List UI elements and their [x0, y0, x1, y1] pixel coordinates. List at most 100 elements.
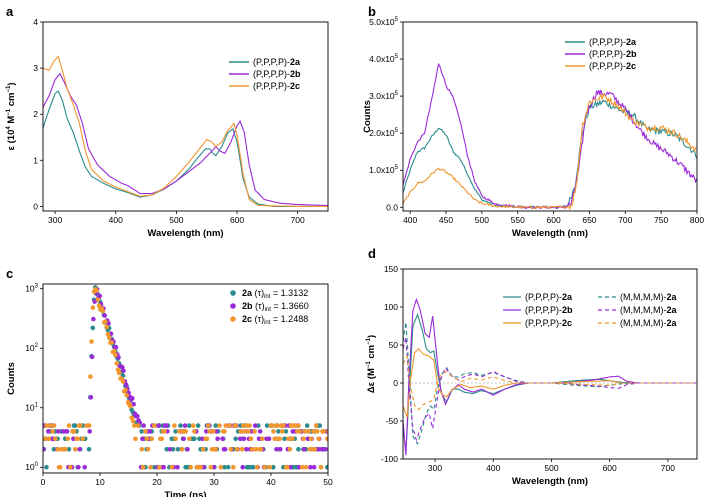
- data-point: [274, 447, 279, 452]
- y-tick-label: 1.0x105: [369, 165, 399, 175]
- data-point: [200, 436, 205, 442]
- data-point: [44, 423, 49, 428]
- data-point: [192, 436, 197, 442]
- data-point: [220, 436, 225, 442]
- legend-subscript: int: [264, 320, 271, 326]
- ylabel-superscript: −1: [366, 361, 372, 369]
- data-point: [266, 436, 272, 442]
- y-tick-label: 2.0x105: [369, 128, 399, 138]
- plot-area: [43, 285, 328, 470]
- data-point: [167, 447, 173, 452]
- x-tick-label: 700: [661, 463, 675, 473]
- legend-entry: (P,P,P,P)-2c: [589, 61, 636, 71]
- y-tick-label: 150: [384, 264, 398, 274]
- ylabel-text: cm: [6, 93, 17, 109]
- data-point: [215, 436, 220, 442]
- y-tick-label: -50: [386, 416, 399, 426]
- ylabel-text: Counts: [6, 362, 17, 395]
- data-point: [73, 447, 78, 452]
- data-point: [246, 429, 251, 434]
- data-point: [143, 429, 148, 434]
- ylabel-text: ): [6, 82, 17, 85]
- data-point: [251, 464, 256, 470]
- data-point: [89, 354, 95, 360]
- panel-label: a: [6, 4, 14, 19]
- data-point: [130, 396, 135, 401]
- data-point: [66, 423, 72, 428]
- x-axis-label: Wavelength (nm): [147, 228, 223, 239]
- ylabel-text: cm: [366, 345, 377, 361]
- legend-prefix: (P,P,P,P)-: [589, 61, 626, 71]
- ylabel-superscript: 4: [6, 126, 12, 130]
- data-point: [227, 423, 232, 428]
- legend-entry: (P,P,P,P)-2b: [525, 305, 573, 315]
- legend-marker: [230, 303, 236, 309]
- legend-paren: ): [262, 301, 265, 311]
- tick-mantissa: 2.0x10: [369, 128, 395, 138]
- y-axis-label: ε (104 M−1 cm−1): [6, 82, 17, 150]
- data-point: [156, 423, 161, 428]
- data-point: [204, 436, 210, 442]
- y-tick-label: 103: [25, 284, 38, 294]
- ylabel-superscript: −1: [6, 85, 12, 93]
- data-point: [302, 429, 308, 434]
- data-point: [205, 423, 211, 428]
- data-point: [259, 436, 265, 442]
- y-tick-label: 4: [33, 17, 38, 27]
- legend-compound: 2a: [666, 318, 677, 328]
- ylabel-text: ε (10: [6, 130, 17, 151]
- tick-exponent: 5: [395, 165, 399, 171]
- data-point: [254, 464, 260, 470]
- series-line-(P,P,P,P)-2b: [403, 62, 697, 210]
- data-point: [258, 447, 264, 452]
- data-point: [63, 447, 68, 452]
- data-point: [247, 423, 252, 428]
- data-point: [264, 423, 270, 428]
- legend-entry: (M,M,M,M)-2a: [620, 292, 677, 302]
- data-point: [253, 447, 259, 452]
- data-point: [204, 429, 209, 434]
- data-point: [56, 429, 61, 434]
- x-tick-label: 500: [169, 215, 183, 225]
- data-point: [121, 368, 126, 374]
- tick-mantissa: 1.0x10: [369, 165, 395, 175]
- data-point: [178, 423, 183, 428]
- x-axis-label: Wavelength (nm): [512, 476, 588, 487]
- data-point: [286, 436, 291, 442]
- series-2a: [43, 285, 328, 470]
- tick-exponent: 5: [395, 128, 399, 134]
- data-point: [239, 447, 245, 452]
- legend-prefix: (M,M,M,M)-: [620, 292, 666, 302]
- data-point: [318, 464, 324, 470]
- data-point: [162, 429, 167, 434]
- x-tick-label: 500: [544, 463, 558, 473]
- x-tick-label: 550: [511, 215, 525, 225]
- data-point: [190, 423, 196, 428]
- data-point: [234, 447, 240, 452]
- legend-value: = 1.2488: [270, 314, 308, 324]
- data-point: [317, 423, 323, 428]
- data-point: [287, 447, 293, 452]
- data-point: [104, 324, 109, 330]
- data-point: [252, 429, 257, 434]
- data-point: [149, 436, 155, 442]
- data-point: [183, 429, 188, 434]
- data-point: [237, 436, 243, 442]
- series-line-(M,M,M,M)-2b: [403, 337, 697, 442]
- legend-prefix: (P,P,P,P)-: [589, 49, 626, 59]
- legend-compound: 2c: [562, 318, 572, 328]
- legend-compound: 2c: [290, 81, 300, 91]
- data-point: [282, 436, 287, 442]
- data-point: [82, 464, 87, 470]
- x-tick-label: 0: [41, 477, 46, 487]
- series-line-(P,P,P,P)-2a: [403, 99, 697, 210]
- legend-paren: (: [252, 288, 258, 298]
- data-point: [244, 447, 249, 452]
- legend-compound: 2b: [562, 305, 573, 315]
- data-point: [141, 423, 146, 428]
- data-point: [77, 447, 82, 452]
- data-point: [296, 464, 302, 470]
- data-point: [175, 464, 180, 470]
- data-point: [233, 436, 238, 442]
